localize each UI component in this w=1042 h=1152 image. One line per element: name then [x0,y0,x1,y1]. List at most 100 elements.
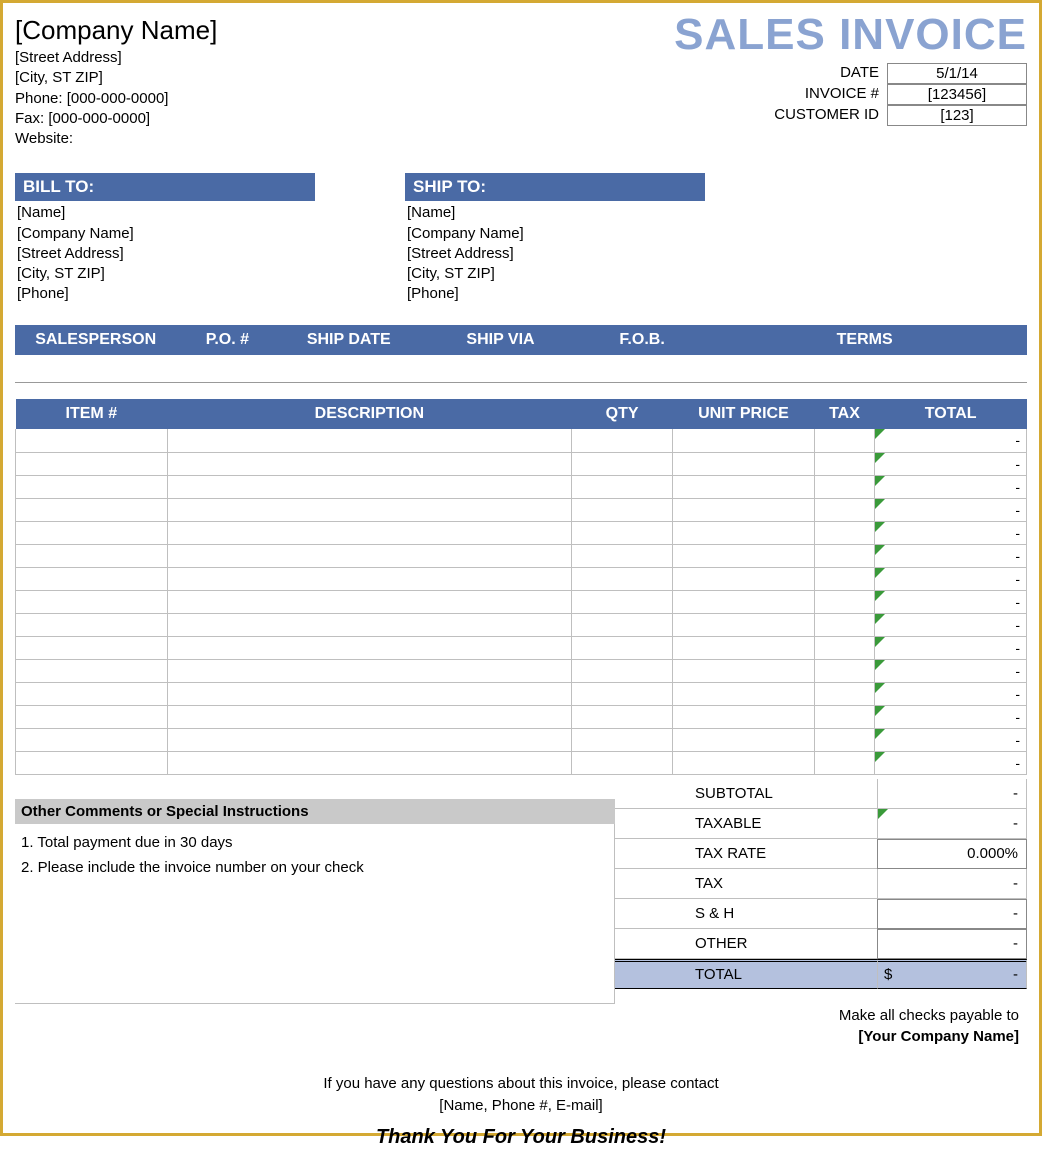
table-cell[interactable] [167,567,571,590]
table-cell[interactable] [673,590,815,613]
table-row[interactable]: - [16,475,1027,498]
table-cell[interactable] [814,498,875,521]
table-cell[interactable] [167,475,571,498]
table-cell[interactable] [16,613,168,636]
summary-other-value[interactable]: - [877,929,1027,959]
table-cell[interactable] [16,705,168,728]
table-cell[interactable] [814,636,875,659]
table-cell[interactable] [673,728,815,751]
table-row[interactable]: - [16,705,1027,728]
table-cell[interactable] [16,429,168,452]
meta-invoice-value[interactable]: [123456] [887,84,1027,105]
table-cell[interactable] [814,682,875,705]
summary-taxrate-value[interactable]: 0.000% [877,839,1027,869]
table-cell[interactable]: - [875,705,1027,728]
meta-date-value[interactable]: 5/1/14 [887,63,1027,84]
table-cell[interactable] [167,682,571,705]
table-cell[interactable] [814,659,875,682]
comments-body[interactable]: 1. Total payment due in 30 days 2. Pleas… [15,824,615,1004]
table-cell[interactable]: - [875,521,1027,544]
table-cell[interactable] [673,567,815,590]
table-row[interactable]: - [16,498,1027,521]
table-cell[interactable] [572,682,673,705]
table-cell[interactable] [572,521,673,544]
table-row[interactable]: - [16,567,1027,590]
table-cell[interactable]: - [875,613,1027,636]
table-cell[interactable] [16,659,168,682]
table-cell[interactable] [673,613,815,636]
table-cell[interactable] [167,429,571,452]
table-cell[interactable] [167,613,571,636]
table-cell[interactable] [814,751,875,774]
table-cell[interactable] [572,613,673,636]
table-row[interactable]: - [16,590,1027,613]
table-cell[interactable] [167,498,571,521]
table-cell[interactable] [167,705,571,728]
table-cell[interactable] [814,544,875,567]
table-cell[interactable] [673,475,815,498]
table-cell[interactable] [814,521,875,544]
table-cell[interactable] [167,544,571,567]
table-cell[interactable] [673,521,815,544]
table-row[interactable]: - [16,613,1027,636]
table-cell[interactable] [167,659,571,682]
table-cell[interactable] [673,636,815,659]
table-row[interactable]: - [16,728,1027,751]
table-cell[interactable] [16,452,168,475]
table-cell[interactable] [572,590,673,613]
table-cell[interactable] [673,659,815,682]
table-cell[interactable]: - [875,682,1027,705]
table-cell[interactable] [167,728,571,751]
table-cell[interactable] [814,429,875,452]
table-cell[interactable] [572,705,673,728]
table-cell[interactable]: - [875,498,1027,521]
table-cell[interactable] [572,636,673,659]
table-cell[interactable]: - [875,429,1027,452]
table-cell[interactable] [167,751,571,774]
table-cell[interactable] [572,751,673,774]
table-cell[interactable] [572,567,673,590]
table-cell[interactable] [814,613,875,636]
table-row[interactable]: - [16,636,1027,659]
table-cell[interactable] [572,475,673,498]
table-row[interactable]: - [16,452,1027,475]
table-cell[interactable] [572,429,673,452]
summary-sh-value[interactable]: - [877,899,1027,929]
table-cell[interactable]: - [875,567,1027,590]
table-cell[interactable] [16,751,168,774]
table-cell[interactable] [16,521,168,544]
table-cell[interactable] [814,590,875,613]
table-cell[interactable] [572,544,673,567]
table-cell[interactable] [673,544,815,567]
table-cell[interactable] [673,452,815,475]
table-cell[interactable]: - [875,751,1027,774]
table-row[interactable]: - [16,751,1027,774]
table-cell[interactable] [16,590,168,613]
table-cell[interactable]: - [875,475,1027,498]
table-cell[interactable]: - [875,544,1027,567]
table-cell[interactable] [167,636,571,659]
table-cell[interactable] [16,544,168,567]
table-cell[interactable] [814,705,875,728]
table-cell[interactable] [673,705,815,728]
table-cell[interactable] [167,521,571,544]
table-cell[interactable]: - [875,659,1027,682]
table-cell[interactable] [16,728,168,751]
table-cell[interactable] [16,567,168,590]
table-cell[interactable]: - [875,636,1027,659]
table-cell[interactable] [673,498,815,521]
table-cell[interactable] [16,636,168,659]
table-cell[interactable] [16,682,168,705]
table-cell[interactable] [673,429,815,452]
table-row[interactable]: - [16,544,1027,567]
table-cell[interactable]: - [875,728,1027,751]
table-cell[interactable] [814,475,875,498]
table-cell[interactable] [572,498,673,521]
table-cell[interactable] [572,728,673,751]
table-row[interactable]: - [16,521,1027,544]
meta-customer-value[interactable]: [123] [887,105,1027,126]
table-cell[interactable] [572,452,673,475]
table-cell[interactable] [814,452,875,475]
table-cell[interactable] [167,590,571,613]
table-row[interactable]: - [16,659,1027,682]
